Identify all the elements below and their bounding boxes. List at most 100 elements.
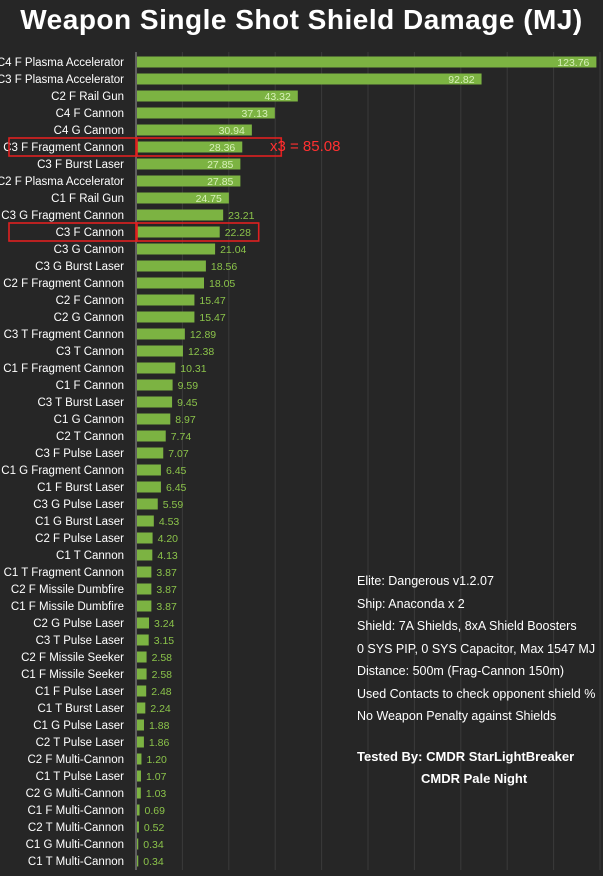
tested-by-line: CMDR Pale Night <box>421 771 528 786</box>
category-label: C2 T Cannon <box>56 431 124 443</box>
category-label: C2 G Pulse Laser <box>33 618 124 630</box>
note-line: Distance: 500m (Frag-Cannon 150m) <box>357 664 565 678</box>
highlight-box <box>135 222 260 242</box>
bar <box>137 668 147 680</box>
test-notes: Elite: Dangerous v1.2.07 Ship: Anaconda … <box>357 570 597 728</box>
category-label: C4 G Cannon <box>54 125 124 137</box>
bar <box>137 838 139 850</box>
bar <box>137 617 150 629</box>
value-label: 24.75 <box>196 193 222 205</box>
category-label: C3 T Fragment Cannon <box>4 329 124 341</box>
category-label: C1 F Cannon <box>56 380 124 392</box>
value-label: 22.28 <box>225 227 251 239</box>
note-line: No Weapon Penalty against Shields <box>357 709 557 723</box>
category-label: C1 F Multi-Cannon <box>27 805 124 817</box>
bar <box>137 447 164 459</box>
bar <box>137 396 173 408</box>
category-label: C3 F Plasma Accelerator <box>0 74 124 86</box>
bar <box>137 566 152 578</box>
bar <box>137 413 171 425</box>
value-label: 30.94 <box>219 125 245 137</box>
category-label: C3 F Burst Laser <box>37 159 124 171</box>
bar <box>137 736 144 748</box>
value-label: 1.20 <box>146 754 167 766</box>
bar <box>137 549 153 561</box>
tested-by: Tested By: CMDR StarLightBreaker CMDR Pa… <box>357 746 597 790</box>
category-label: C2 T Multi-Cannon <box>28 822 124 834</box>
category-label: C1 T Cannon <box>56 550 124 562</box>
category-label: C1 T Fragment Cannon <box>4 567 124 579</box>
value-label: 12.38 <box>188 346 214 358</box>
bar <box>137 583 152 595</box>
category-label: C1 F Rail Gun <box>51 193 124 205</box>
value-label: 3.87 <box>156 601 177 613</box>
bar <box>137 294 195 306</box>
note-line: Elite: Dangerous v1.2.07 <box>357 574 494 588</box>
bar <box>137 73 482 85</box>
bar <box>137 328 185 340</box>
category-label: C2 F Fragment Cannon <box>3 278 124 290</box>
bar <box>137 345 183 357</box>
category-label: C1 T Burst Laser <box>37 703 124 715</box>
bar <box>137 702 146 714</box>
bar <box>137 651 147 663</box>
value-label: 7.74 <box>171 431 192 443</box>
category-label: C2 F Plasma Accelerator <box>0 176 124 188</box>
value-label: 123.76 <box>557 57 589 69</box>
category-label: C3 F Cannon <box>56 227 124 239</box>
value-label: 37.13 <box>242 108 268 120</box>
category-label: C3 T Burst Laser <box>37 397 124 409</box>
category-label: C2 G Multi-Cannon <box>26 788 124 800</box>
bar <box>137 226 220 238</box>
category-label: C2 G Cannon <box>54 312 124 324</box>
highlight-annotation: x3 = 85.08 <box>270 138 341 155</box>
category-label: C3 G Cannon <box>54 244 124 256</box>
bar <box>137 260 206 272</box>
value-label: 9.59 <box>178 380 199 392</box>
category-label: C1 G Cannon <box>54 414 124 426</box>
value-label: 21.04 <box>220 244 246 256</box>
category-label: C2 F Cannon <box>56 295 124 307</box>
bar <box>137 685 147 697</box>
category-label: C1 T Multi-Cannon <box>28 856 124 868</box>
category-label: C4 F Cannon <box>56 108 124 120</box>
value-label: 10.31 <box>180 363 206 375</box>
category-label: C3 F Pulse Laser <box>35 448 124 460</box>
category-label: C3 T Cannon <box>56 346 124 358</box>
value-label: 28.36 <box>209 142 235 154</box>
value-label: 3.15 <box>154 635 175 647</box>
bar <box>137 107 275 119</box>
bar <box>137 430 166 442</box>
note-line: Used Contacts to check opponent shield % <box>357 686 596 701</box>
value-label: 18.56 <box>211 261 237 273</box>
category-label: C1 G Pulse Laser <box>33 720 124 732</box>
bar <box>137 600 152 612</box>
bar <box>137 481 161 493</box>
category-label: C2 F Missile Seeker <box>21 652 124 664</box>
value-label: 2.58 <box>152 669 173 681</box>
value-label: 1.86 <box>149 737 170 749</box>
highlight-box <box>8 137 138 157</box>
bar <box>137 209 224 221</box>
category-label: C1 F Missile Dumbfire <box>11 601 124 613</box>
value-label: 1.07 <box>146 771 167 783</box>
bar <box>137 90 298 102</box>
bar <box>137 498 158 510</box>
value-label: 92.82 <box>448 74 474 86</box>
category-label: C3 G Fragment Cannon <box>1 210 124 222</box>
note-line: 0 SYS PIP, 0 SYS Capacitor, Max 1547 MJ <box>357 641 596 656</box>
value-label: 6.45 <box>166 465 187 477</box>
category-label: C3 T Pulse Laser <box>36 635 125 647</box>
category-label: C2 T Pulse Laser <box>36 737 125 749</box>
value-label: 6.45 <box>166 482 187 494</box>
value-label: 0.34 <box>143 856 164 868</box>
chart-title: Weapon Single Shot Shield Damage (MJ) <box>20 4 583 35</box>
value-label: 27.85 <box>207 176 233 188</box>
note-line: Shield: 7A Shields, 8xA Shield Boosters <box>357 619 577 633</box>
value-label: 27.85 <box>207 159 233 171</box>
tested-by-line: Tested By: CMDR StarLightBreaker <box>357 749 575 764</box>
value-label: 2.24 <box>150 703 171 715</box>
bar <box>137 532 153 544</box>
